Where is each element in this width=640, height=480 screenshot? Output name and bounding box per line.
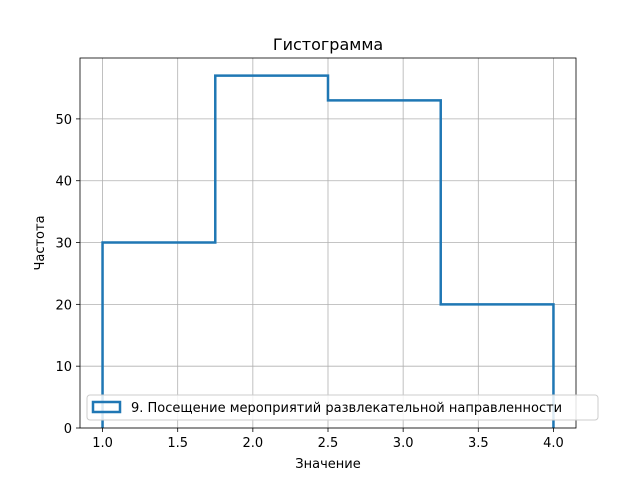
x-tick-label: 3.5 <box>468 436 489 451</box>
x-tick-label: 1.5 <box>167 436 188 451</box>
x-axis: 1.0 1.5 2.0 2.5 3.0 3.5 4.0 <box>92 428 564 451</box>
legend-swatch <box>91 400 122 414</box>
x-tick-label: 1.0 <box>92 436 113 451</box>
y-axis-label: Частота <box>33 215 48 270</box>
legend-entry: 9. Посещение мероприятий развлекательной… <box>131 401 562 416</box>
x-axis-label: Значение <box>295 457 360 472</box>
x-tick-label: 3.0 <box>393 436 414 451</box>
plot-area <box>101 74 555 428</box>
y-tick-label: 40 <box>55 175 72 190</box>
y-tick-label: 0 <box>64 422 72 437</box>
y-axis: 0 10 20 30 40 50 <box>55 113 80 437</box>
x-tick-label: 2.5 <box>318 436 339 451</box>
chart-title: Гистограмма <box>273 35 383 54</box>
histogram-step-line <box>101 74 555 428</box>
y-tick-label: 50 <box>55 113 72 128</box>
x-tick-label: 2.0 <box>243 436 264 451</box>
y-tick-label: 20 <box>55 298 72 313</box>
legend: 9. Посещение мероприятий развлекательной… <box>86 394 599 421</box>
y-tick-label: 10 <box>55 360 72 375</box>
legend-box <box>86 394 599 421</box>
x-tick-label: 4.0 <box>543 436 564 451</box>
y-tick-label: 30 <box>55 237 72 252</box>
